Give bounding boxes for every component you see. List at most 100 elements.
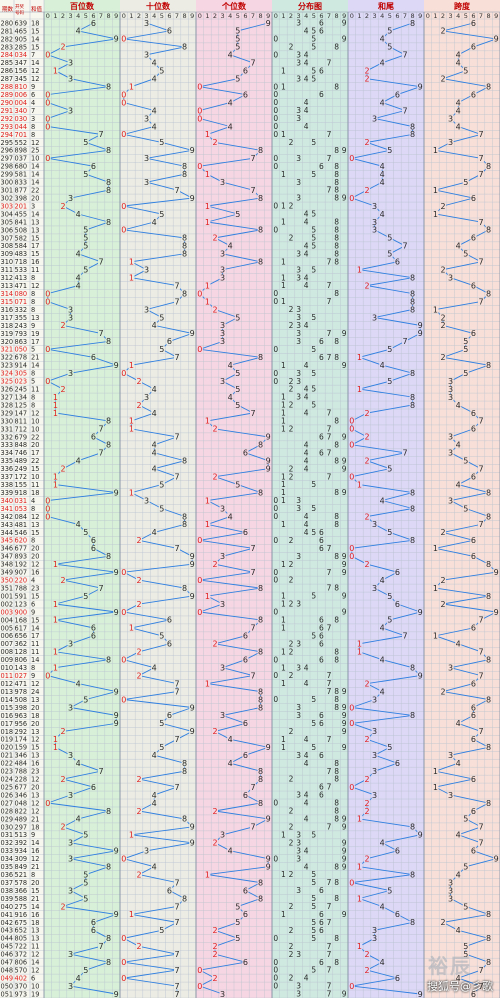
header-digit: 0 — [350, 12, 354, 20]
distribution-point: 3 — [296, 552, 301, 561]
hundreds-point: 0 — [45, 122, 50, 131]
tens-point: 4 — [152, 751, 157, 760]
tens-point: 7 — [174, 918, 179, 927]
sum-cell: 8 — [31, 393, 35, 401]
header-digit: 6 — [395, 12, 399, 20]
distribution-point: 2 — [289, 425, 294, 434]
issue-cell: 001 — [1, 592, 14, 600]
number-cell: 034 — [15, 51, 28, 59]
tens-point: 4 — [152, 663, 157, 672]
point-backdrop — [409, 505, 416, 512]
span-point: 7 — [478, 671, 483, 680]
issue-cell: 301 — [1, 187, 14, 195]
distribution-point: 0 — [273, 536, 278, 545]
sum_tail-point: 7 — [402, 242, 407, 251]
point-backdrop — [60, 385, 66, 393]
units-point: 2 — [212, 942, 217, 951]
point-backdrop — [181, 290, 188, 297]
tens-point: 2 — [136, 870, 141, 879]
hundreds-point: 8 — [106, 807, 111, 816]
point-backdrop — [478, 966, 484, 974]
sum-cell: 12 — [31, 951, 39, 959]
number-cell: 305 — [15, 370, 28, 378]
point-backdrop — [128, 417, 135, 425]
point-backdrop — [174, 903, 180, 910]
point-backdrop — [189, 146, 196, 154]
point-backdrop — [151, 751, 158, 759]
distribution-point: 7 — [327, 966, 332, 975]
hundreds-point: 7 — [98, 942, 103, 951]
distribution-point: 8 — [334, 703, 339, 712]
number-cell: 680 — [15, 163, 28, 171]
distribution-point: 1 — [281, 679, 286, 688]
sum-cell: 16 — [31, 760, 39, 768]
distribution-point: 6 — [319, 66, 324, 75]
point-backdrop — [371, 727, 378, 735]
sum_tail-point: 1 — [357, 894, 362, 903]
point-backdrop — [485, 226, 492, 234]
distribution-point: 6 — [319, 791, 324, 800]
sum-cell: 15 — [31, 529, 39, 537]
hundreds-point: 5 — [83, 234, 88, 243]
point-backdrop — [394, 759, 401, 767]
distribution-point: 1 — [281, 130, 286, 139]
distribution-point: 2 — [289, 233, 294, 242]
point-backdrop — [455, 926, 462, 934]
distribution-point: 8 — [334, 353, 339, 362]
hundreds-point: 3 — [68, 313, 73, 322]
point-backdrop — [409, 536, 416, 544]
units-point: 3 — [220, 321, 225, 330]
issue-cell: 346 — [1, 545, 14, 553]
point-backdrop — [455, 123, 462, 130]
units-point: 0 — [197, 162, 202, 171]
point-backdrop — [158, 720, 165, 727]
point-backdrop — [485, 361, 492, 369]
point-backdrop — [44, 497, 51, 504]
tens-point: 9 — [190, 552, 195, 561]
point-backdrop — [227, 847, 234, 855]
point-backdrop — [386, 743, 393, 751]
sum-cell: 12 — [31, 776, 39, 784]
distribution-point: 2 — [289, 950, 294, 959]
issue-cell: 284 — [1, 51, 14, 59]
units-point: 3 — [220, 600, 225, 609]
point-backdrop — [67, 704, 74, 711]
distribution-point: 2 — [289, 600, 294, 609]
point-backdrop — [447, 497, 454, 504]
issue-cell: 048 — [1, 967, 14, 975]
point-backdrop — [394, 974, 401, 982]
point-backdrop — [242, 632, 249, 640]
point-backdrop — [44, 345, 51, 353]
distribution-point: 1 — [281, 735, 286, 744]
point-backdrop — [181, 895, 188, 902]
number-cell: 934 — [15, 847, 28, 855]
point-backdrop — [470, 329, 477, 337]
span-point: 1 — [433, 783, 438, 792]
hundreds-point: 7 — [98, 258, 103, 267]
issue-cell: 287 — [1, 75, 14, 83]
point-backdrop — [386, 616, 393, 624]
point-backdrop — [151, 449, 158, 457]
distribution-point: 6 — [319, 639, 324, 648]
point-backdrop — [364, 799, 370, 807]
hundreds-point: 0 — [45, 90, 50, 99]
point-backdrop — [60, 576, 66, 584]
distribution-point: 6 — [319, 528, 324, 537]
tens-point: 7 — [174, 297, 179, 306]
tens-point: 5 — [159, 67, 164, 76]
span-point: 6 — [471, 472, 476, 481]
point-backdrop — [219, 178, 226, 186]
distribution-point: 0 — [273, 82, 278, 91]
point-backdrop — [250, 568, 256, 576]
point-backdrop — [120, 696, 127, 703]
sum-cell: 10 — [31, 982, 39, 990]
point-backdrop — [250, 783, 256, 791]
point-backdrop — [485, 743, 492, 751]
point-backdrop — [75, 521, 82, 528]
tens-point: 7 — [174, 902, 179, 911]
header-digit: 8 — [183, 12, 187, 20]
units-point: 6 — [243, 958, 248, 967]
point-backdrop — [455, 831, 462, 839]
issue-cell: 025 — [1, 783, 14, 791]
tens-point: 8 — [182, 584, 187, 593]
